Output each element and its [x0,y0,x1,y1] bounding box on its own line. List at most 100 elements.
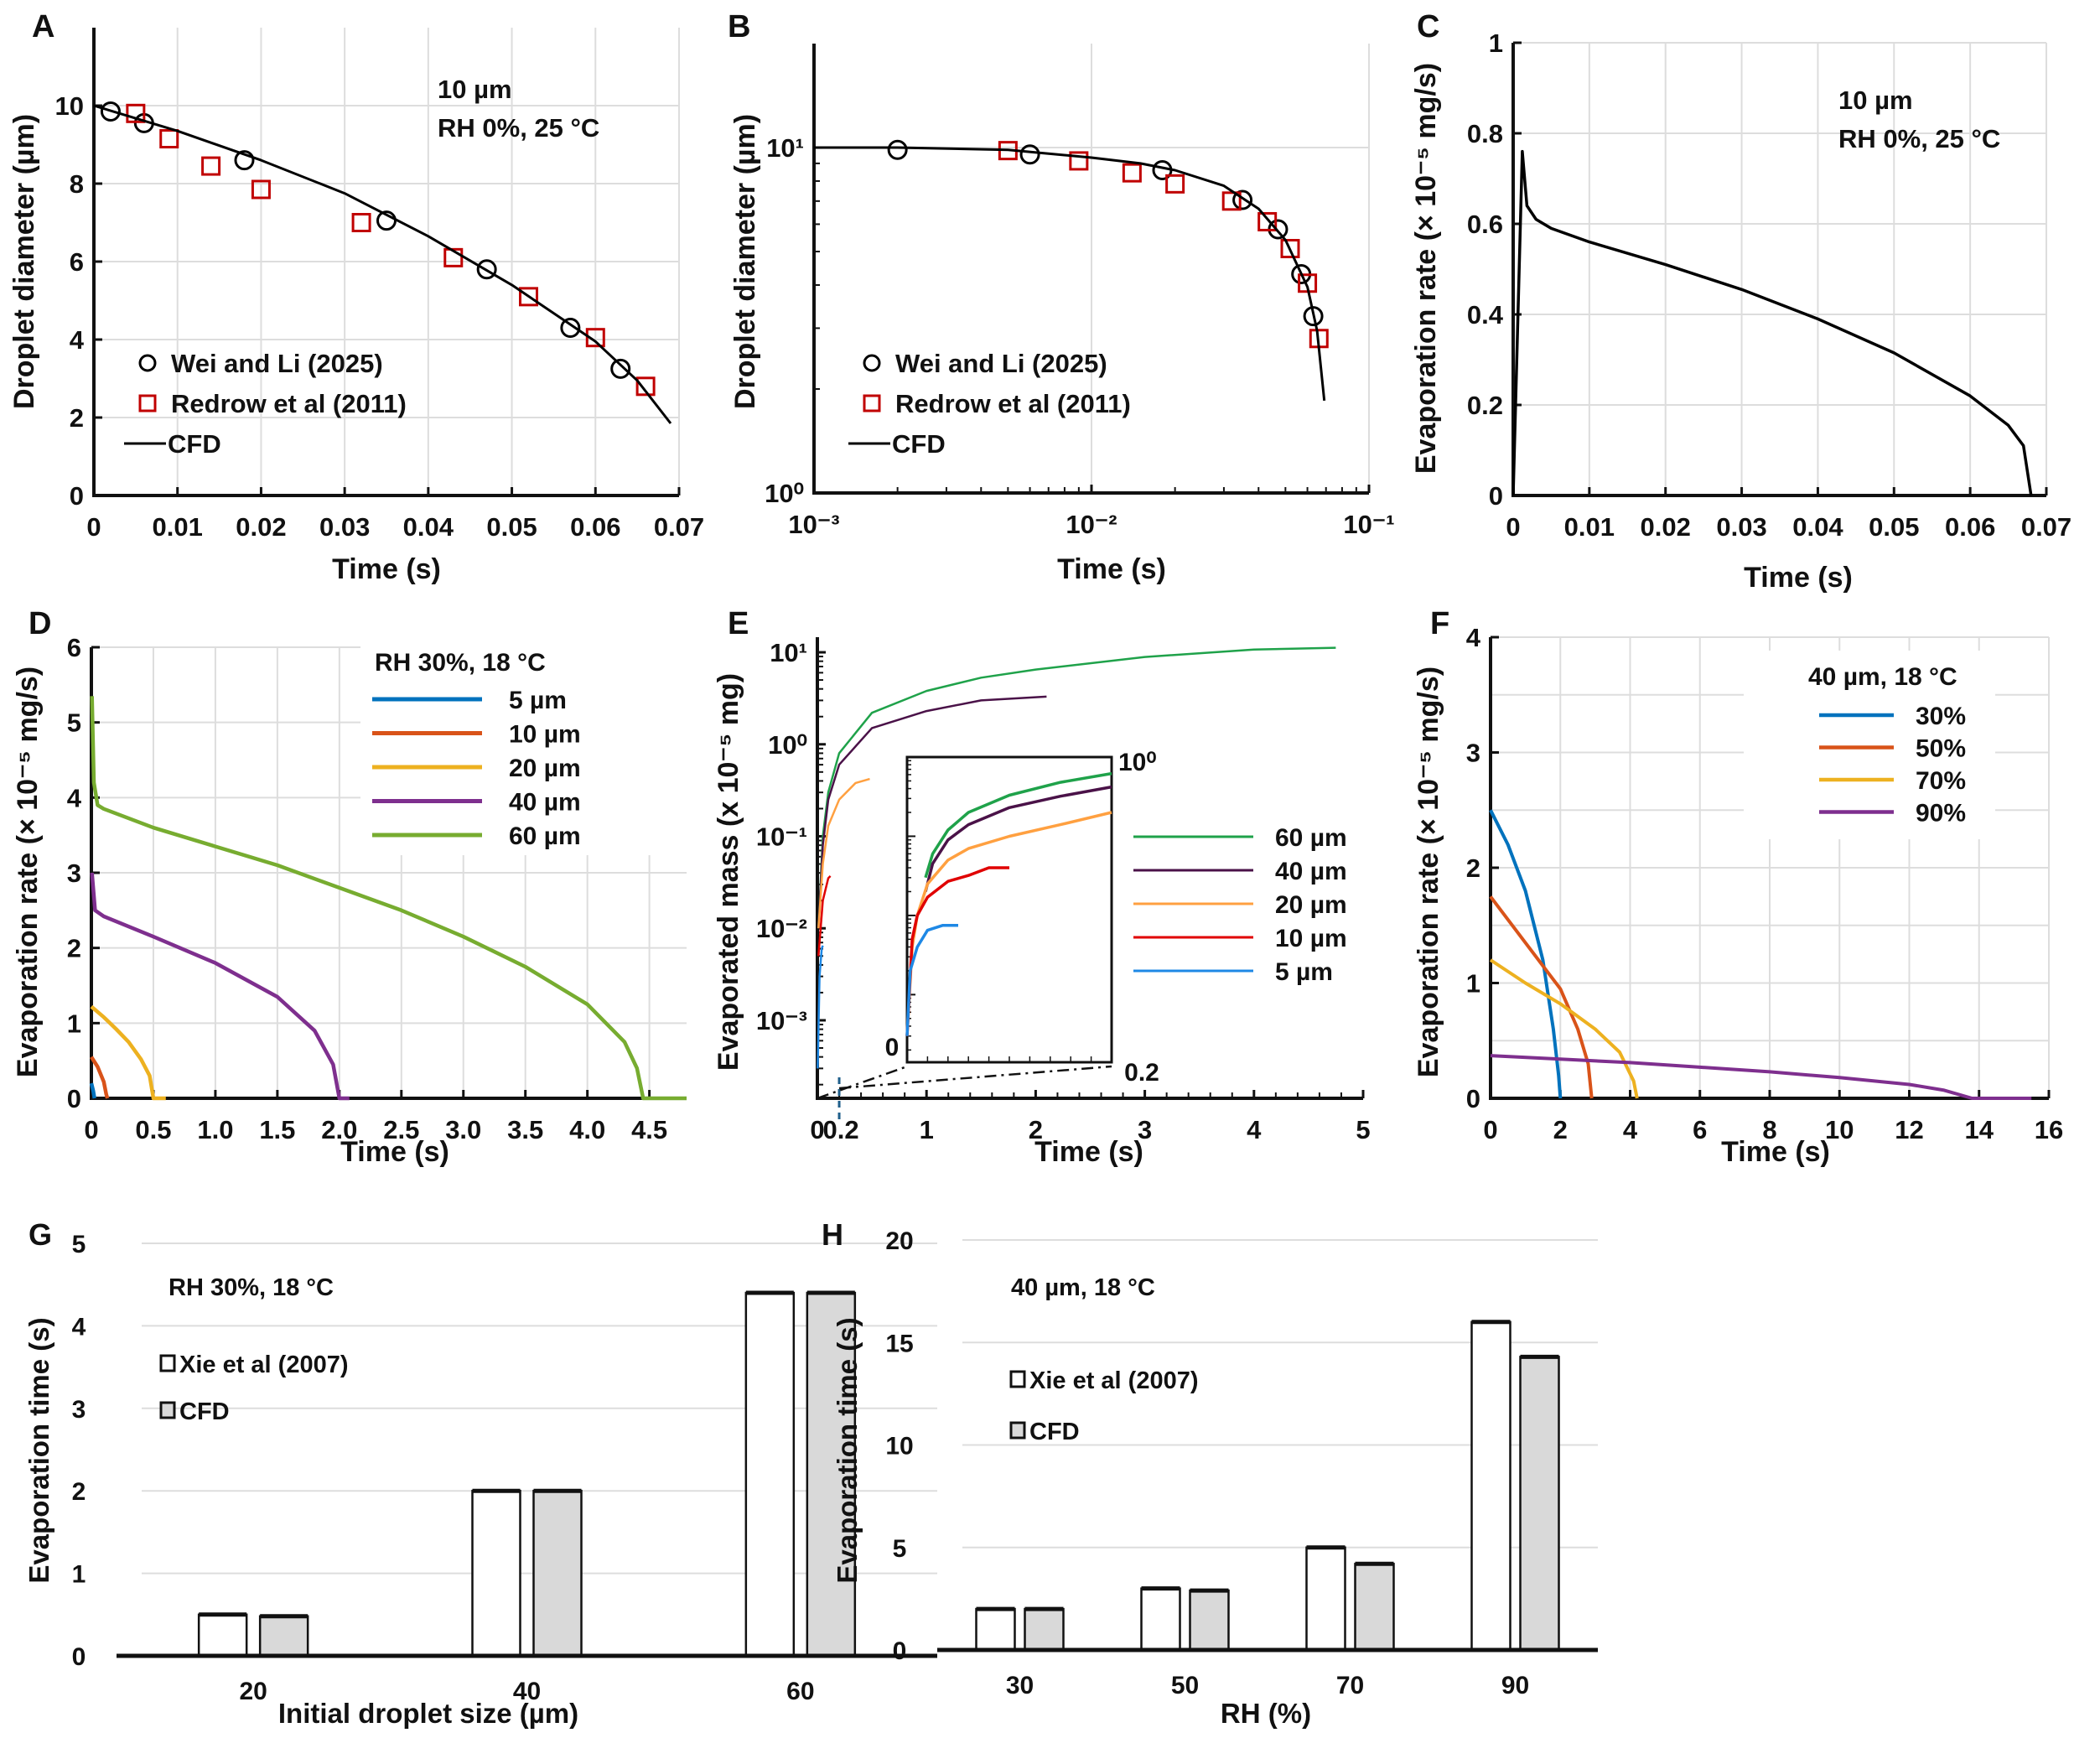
y-tick-label: 1 [67,1009,81,1038]
data-point-wei-and-li-2025 [560,318,581,339]
legend-label: 60 µm [1275,824,1347,852]
y-tick-label: 4 [70,325,85,355]
x-tick-label: 2 [1029,1115,1043,1144]
inset-y-tick-label: 10⁰ [1118,749,1156,776]
x-tick-label: 10⁻² [1066,510,1117,539]
y-tick-label: 2 [67,934,81,963]
panel-d: 0 0.5 1.0 1.5 2.0 2.5 3.0 3.5 4.0 4.5 0 1 2 3 4 5 6 Time … [12,606,696,1168]
series-line-10-m [90,1056,110,1099]
x-tick-label: 10⁻¹ [1343,510,1394,539]
y-axis-label: Evaporation time (s) [832,1317,863,1583]
y-tick-label: 2 [70,403,84,433]
data-point-redrow-et-al-2011 [635,376,656,397]
y-tick-label: 2 [72,1478,86,1506]
bar-xie-20 [197,1613,248,1658]
series-line-60-m [90,696,687,1101]
series-line-10-m [817,875,832,957]
annotation: 40 µm, 18 °C [1011,1274,1155,1301]
legend-background [1744,651,1995,839]
data-point-redrow-et-al-2011 [585,328,605,348]
panel-e-inset: 0 0.2 10⁰ [817,749,1159,1100]
panel-b: 10⁻³ 10⁻² 10⁻¹ 10⁰ 10¹ Time (s) Droplet diamet… [728,9,1395,585]
x-tick-label: 0.04 [403,512,454,542]
series-line-cfd [814,146,1326,402]
bar-cfd-90 [1519,1356,1560,1652]
legend-label: Redrow et al (2011) [895,389,1131,418]
y-tick-label: 3 [1466,739,1480,768]
y-tick-label: 0 [72,1643,86,1671]
legend-label: 40 µm [509,789,581,817]
x-tick-label: 3.5 [507,1115,543,1144]
legend-label: 10 µm [1275,925,1347,952]
y-tick-label: 10⁰ [768,730,807,760]
legend-swatch-icon [159,1401,176,1419]
data-point-redrow-et-al-2011 [201,156,221,176]
y-tick-label: 0.6 [1467,210,1503,239]
x-tick-label: 0 [1506,512,1520,542]
y-tick-label: 3 [67,859,81,888]
zoom-connector [838,1065,1112,1090]
x-tick-label: 40 [513,1678,541,1705]
x-axis-label: RH (%) [1221,1698,1311,1729]
panel-label: G [29,1217,52,1252]
legend: Wei and Li (2025) Redrow et al (2011) CFD [124,349,407,459]
legend-title: RH 30%, 18 °C [375,649,546,677]
y-tick-label: 0.4 [1467,300,1504,329]
x-tick-label: 0.06 [570,512,620,542]
x-tick-label: 90 [1501,1672,1529,1699]
legend-background [360,646,696,855]
data-point-redrow-et-al-2011 [1122,163,1142,183]
x-tick-label: 6 [1693,1115,1707,1144]
y-tick-label: 1 [1466,969,1480,999]
legend-label: 20 µm [1275,891,1347,919]
y-tick-label: 0 [893,1637,907,1665]
x-tick-label: 3.0 [445,1115,481,1144]
data-point-redrow-et-al-2011 [351,213,371,232]
legend-swatch-icon [1009,1370,1026,1388]
series-line-30 [1489,809,1563,1099]
data-point-wei-and-li-2025 [1303,306,1324,327]
data-point-wei-and-li-2025 [1019,144,1040,165]
x-tick-label: 0 [810,1115,824,1144]
panel-g: 0 1 2 3 4 5 20 40 60 Initial droplet size (µm) Eva… [23,1217,937,1729]
x-axis-label: Time (s) [340,1136,449,1168]
x-tick-label: 0 [86,512,101,542]
data-point-redrow-et-al-2011 [159,129,179,149]
x-tick-label: 0 [84,1115,98,1144]
legend: 40 µm, 18 °C 30% 50% 70% 90% [1744,651,1995,839]
x-tick-label: 0.05 [486,512,537,542]
zoom-range-label: 0.2 [822,1115,858,1144]
legend: RH 30%, 18 °C 5 µm 10 µm 20 µm 40 µm 60 µm [360,646,696,855]
x-tick-label: 10⁻³ [788,510,839,539]
series-line-60-m [924,771,1112,879]
panel-label: F [1430,606,1449,641]
x-tick-label: 0.01 [153,512,203,542]
x-axis-label: Time (s) [1057,553,1166,585]
y-tick-label: 5 [893,1535,907,1563]
y-tick-label: 4 [67,783,82,812]
y-tick-label: 10 [55,91,84,121]
legend-square-icon [138,394,157,412]
y-axis-label: Evaporation rate (× 10⁻⁵ mg/s) [1410,63,1442,474]
y-tick-label: 4 [1466,623,1481,652]
y-tick-label: 5 [67,708,81,738]
x-tick-label: 0.05 [1869,512,1919,542]
legend-label: CFD [1029,1419,1080,1445]
data-point-redrow-et-al-2011 [1280,238,1300,258]
legend-title: 40 µm, 18 °C [1808,663,1957,691]
series-line-70 [1489,958,1639,1099]
legend-label: CFD [892,429,946,459]
x-tick-label: 0.07 [2021,512,2071,542]
x-tick-label: 14 [1965,1115,1994,1144]
legend-label: CFD [179,1398,230,1425]
panel-label: H [822,1217,843,1252]
data-point-wei-and-li-2025 [610,358,631,379]
x-axis-label: Time (s) [332,553,441,585]
data-point-wei-and-li-2025 [100,101,121,122]
y-tick-label: 15 [885,1330,913,1357]
legend-circle-icon [863,354,881,372]
x-axis-label: Time (s) [1744,562,1853,594]
x-tick-label: 0.04 [1792,512,1843,542]
bar-xie-70 [1305,1546,1346,1652]
y-tick-label: 10⁻³ [756,1006,807,1035]
